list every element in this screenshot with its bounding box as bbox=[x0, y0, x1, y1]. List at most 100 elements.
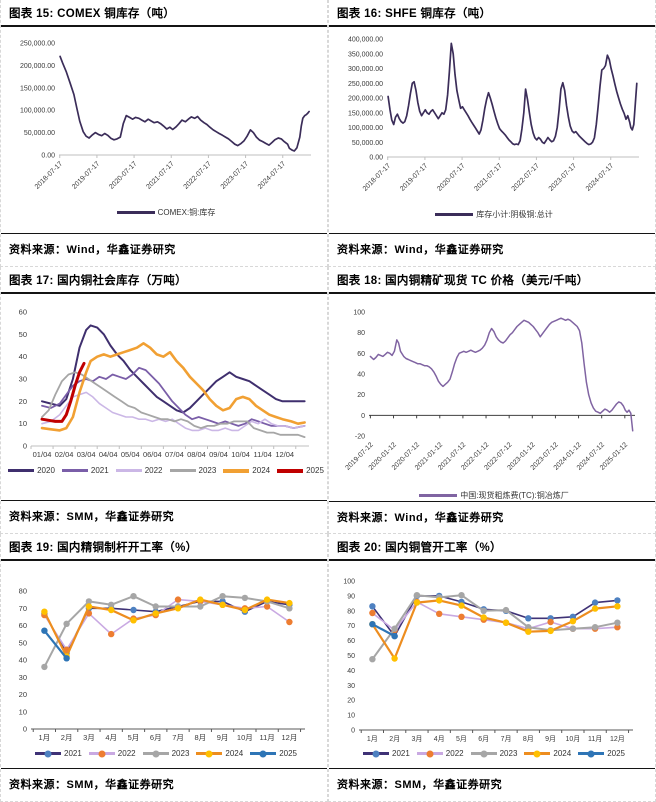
legend-line-sample bbox=[169, 469, 196, 472]
data-point-marker bbox=[525, 628, 532, 635]
y-tick-label: 200,000.00 bbox=[348, 96, 383, 103]
x-tick-label: 2月 bbox=[61, 733, 73, 742]
legend-label: 2022 bbox=[144, 466, 163, 475]
x-tick-label: 5月 bbox=[456, 735, 467, 743]
y-tick-label: 100,000.00 bbox=[20, 108, 55, 115]
legend-label: 2021 bbox=[392, 749, 410, 758]
data-point-marker bbox=[502, 606, 510, 614]
y-tick-label: 40 bbox=[347, 668, 355, 675]
x-tick-label: 2018-07-17 bbox=[34, 160, 64, 190]
data-point-marker bbox=[241, 594, 249, 602]
data-point-marker bbox=[63, 655, 70, 662]
x-tick-label: 02/04 bbox=[55, 450, 74, 459]
data-point-marker bbox=[413, 592, 421, 599]
figure-panel-19: 图表 19: 国内精铜制杆开工率（%） 0 10 20 30 40 50 60 70 80 1月 2… bbox=[0, 534, 328, 802]
legend-line-sample bbox=[8, 469, 35, 472]
figure-title: 图表 19: 国内精铜制杆开工率（%） bbox=[9, 542, 198, 554]
legend-item: 2023 bbox=[169, 466, 216, 475]
data-point-marker bbox=[130, 606, 137, 614]
x-tick-label: 2023-07-17 bbox=[220, 160, 250, 190]
y-tick-label: 0 bbox=[361, 413, 365, 420]
series-line-2025 bbox=[43, 629, 68, 660]
legend-item: 2022 bbox=[416, 749, 464, 758]
series-line-2023 bbox=[43, 595, 291, 668]
data-point-marker bbox=[286, 599, 293, 607]
y-tick-label: 40 bbox=[19, 352, 27, 361]
data-point-marker bbox=[591, 624, 599, 631]
data-point-marker bbox=[458, 602, 465, 609]
x-tick-label: 2021-07-17 bbox=[473, 162, 503, 192]
x-tick-label: 2022-07-17 bbox=[511, 162, 541, 192]
y-tick-label: 0 bbox=[23, 725, 27, 734]
y-tick-label: 60 bbox=[19, 621, 27, 630]
data-point-marker bbox=[436, 610, 443, 617]
chart-area: 0 10 20 30 40 50 60 70 80 1月 2月 3月 4月 5月 6月 7月 8月 9月 10月 11… bbox=[1, 561, 327, 758]
y-tick-label: 80 bbox=[347, 608, 355, 615]
figure-panel-18: 图表 18: 国内铜精矿现货 TC 价格（美元/千吨） -20 0 20 40 60 80… bbox=[328, 267, 656, 534]
title-divider bbox=[329, 292, 655, 294]
figure-panel-16: 图表 16: SHFE 铜库存（吨） 0.00 50,000.00 100,000.… bbox=[328, 0, 656, 267]
legend-label: 2022 bbox=[117, 749, 136, 758]
data-point-marker bbox=[286, 605, 293, 612]
series-line-库存小计:阴极铜:总计 bbox=[387, 42, 638, 146]
legend-line-sample bbox=[578, 750, 605, 757]
x-tick-label: 2019-07-17 bbox=[399, 162, 429, 192]
x-tick-label: 12/04 bbox=[275, 450, 294, 459]
data-point-marker bbox=[241, 606, 249, 614]
legend-label: 2024 bbox=[225, 749, 244, 758]
chart-legend: 库存小计:阴极铜:总计 bbox=[335, 209, 653, 220]
x-tick-label: 04/04 bbox=[99, 450, 118, 459]
legend-label: 2024 bbox=[252, 466, 271, 475]
legend-item: 2024 bbox=[196, 749, 243, 758]
y-tick-label: 0 bbox=[23, 442, 27, 451]
chart-legend: 中国:现货粗炼费(TC):铜冶炼厂 bbox=[335, 490, 653, 501]
charts-row-3: 图表 19: 国内精铜制杆开工率（%） 0 10 20 30 40 50 60 70 80 1月 2… bbox=[0, 534, 656, 802]
data-point-marker bbox=[614, 597, 621, 604]
legend-line-sample bbox=[435, 213, 474, 216]
x-tick-label: 2018-07-17 bbox=[362, 162, 392, 192]
y-tick-label: 30 bbox=[347, 683, 355, 690]
x-tick-label: 2019-07-17 bbox=[71, 160, 101, 190]
legend-item: 2025 bbox=[250, 749, 297, 758]
x-tick-label: 9月 bbox=[217, 733, 229, 742]
x-tick-label: 10/04 bbox=[231, 450, 250, 459]
y-tick-label: 0.00 bbox=[41, 153, 55, 160]
x-tick-label: 08/04 bbox=[187, 450, 206, 459]
y-tick-label: 10 bbox=[19, 419, 27, 428]
legend-line-sample bbox=[277, 468, 304, 473]
x-tick-label: 11月 bbox=[259, 733, 274, 742]
data-point-marker bbox=[85, 598, 93, 605]
y-tick-label: 250,000.00 bbox=[20, 41, 55, 48]
data-point-marker bbox=[391, 655, 398, 662]
title-divider bbox=[329, 25, 655, 27]
x-tick-label: 6月 bbox=[478, 735, 489, 743]
legend-item: 2025 bbox=[277, 466, 324, 475]
data-point-marker bbox=[174, 605, 182, 612]
series-line-2023 bbox=[371, 594, 619, 661]
y-tick-label: 70 bbox=[347, 623, 355, 630]
domestic-copper-social-inventory-chart: 0 10 20 30 40 50 60 01/04 02/04 03/04 04/04 05/04 06… bbox=[19, 308, 309, 459]
data-point-marker bbox=[458, 592, 465, 599]
data-point-marker bbox=[480, 607, 487, 614]
x-tick-label: 2024-07-17 bbox=[585, 162, 615, 192]
chart-legend: COMEX:铜:库存 bbox=[7, 207, 325, 218]
legend-item: 2024 bbox=[223, 466, 270, 475]
x-tick-label: 11月 bbox=[588, 735, 602, 743]
x-tick-label: 2023-07-17 bbox=[548, 162, 578, 192]
legend-item: 2022 bbox=[88, 749, 136, 758]
x-tick-label: 12月 bbox=[610, 735, 625, 743]
legend-marker-dot bbox=[480, 750, 488, 757]
legend-line-sample bbox=[419, 494, 458, 497]
x-tick-label: 2021-07-17 bbox=[145, 160, 175, 190]
data-point-marker bbox=[480, 614, 487, 621]
y-tick-label: 20 bbox=[19, 690, 27, 699]
title-divider bbox=[329, 559, 655, 561]
y-tick-label: 60 bbox=[19, 308, 27, 317]
x-tick-label: 05/04 bbox=[121, 450, 140, 459]
legend-label: 2025 bbox=[607, 749, 625, 758]
series-line-2025 bbox=[40, 361, 86, 423]
legend-line-sample bbox=[142, 750, 169, 757]
y-tick-label: 20 bbox=[347, 698, 355, 705]
chart-area: -20 0 20 40 60 80 100 2019-07-12 2020-01-12 2020-… bbox=[329, 294, 655, 501]
